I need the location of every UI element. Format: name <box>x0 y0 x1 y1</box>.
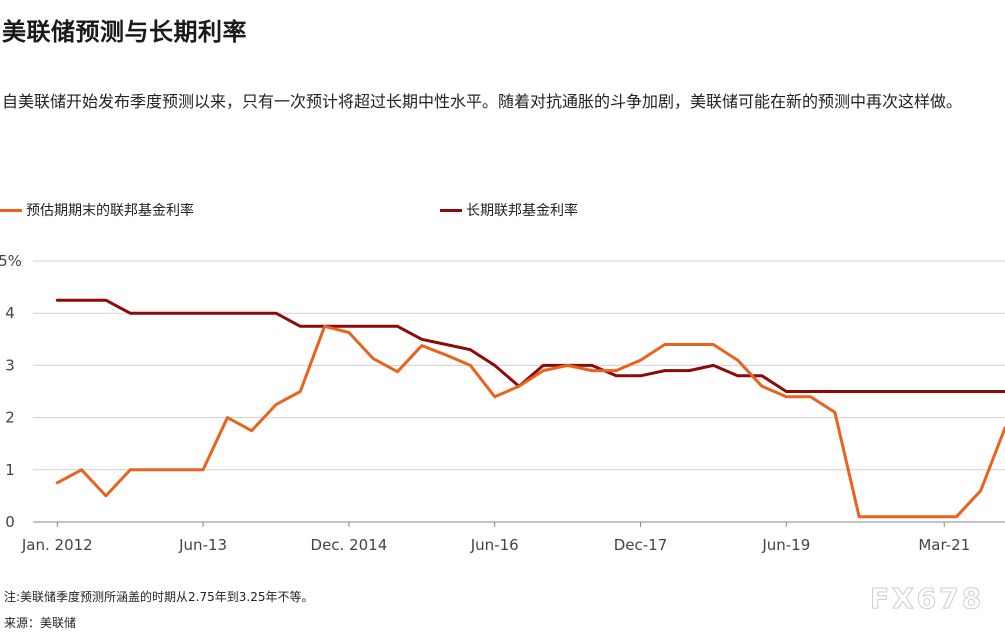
x-tick-label: Jun-16 <box>470 536 519 554</box>
y-tick-label: 3 <box>5 356 15 374</box>
y-tick-label: 0 <box>5 513 15 531</box>
page-title: 美联储预测与长期利率 <box>2 18 247 46</box>
legend-swatch-longrun-rate <box>440 208 462 212</box>
y-tick-label: 1 <box>5 461 15 479</box>
watermark-logo: FX678 <box>869 582 985 616</box>
line-chart: 5% 4 3 2 1 0 Jan. 2012 Jun-13 Dec. 2014 Jun-16 Dec… <box>0 252 1005 554</box>
y-tick-label: 4 <box>5 304 15 322</box>
x-tick-label: Dec. 2014 <box>311 536 388 554</box>
legend-item-projected-rate: 预估期期末的联邦基金利率 <box>0 200 194 220</box>
x-tick-label: Jun-19 <box>761 536 810 554</box>
legend-label-longrun-rate: 长期联邦基金利率 <box>466 203 578 219</box>
x-tick-label: Dec-17 <box>614 536 668 554</box>
legend-swatch-projected-rate <box>0 208 22 212</box>
x-tick-label: Jan. 2012 <box>21 536 93 554</box>
footnote: 注:美联储季度预测所涵盖的时期从2.75年到3.25年不等。 <box>4 590 314 604</box>
legend-label-projected-rate: 预估期期末的联邦基金利率 <box>26 203 194 219</box>
x-tick-label: Jun-13 <box>178 536 227 554</box>
y-tick-label: 2 <box>5 409 15 427</box>
series-line-projected-rate <box>55 324 1005 519</box>
x-tick-label: Mar-21 <box>918 536 970 554</box>
chart-subtitle: 自美联储开始发布季度预测以来，只有一次预计将超过长期中性水平。随着对抗通胀的斗争… <box>2 92 963 111</box>
legend-item-longrun-rate: 长期联邦基金利率 <box>440 200 578 220</box>
series-line-longrun-rate <box>55 298 1005 393</box>
y-tick-label: 5% <box>0 252 22 270</box>
source-note: 来源：美联储 <box>4 616 77 630</box>
